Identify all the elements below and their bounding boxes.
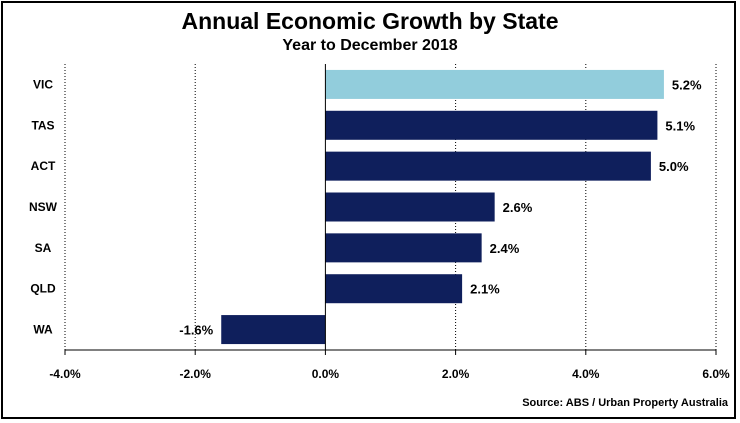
category-label: WA <box>33 323 53 337</box>
data-label: 2.1% <box>470 282 500 297</box>
data-label: 2.4% <box>490 241 520 256</box>
data-label: 5.2% <box>672 77 702 92</box>
category-label: VIC <box>33 77 53 91</box>
chart-title: Annual Economic Growth by State <box>181 8 559 34</box>
bar-sa <box>325 233 482 263</box>
category-label: SA <box>35 241 52 255</box>
x-tick-label: -2.0% <box>180 367 212 381</box>
bar-wa <box>221 315 326 345</box>
data-label: 5.1% <box>665 118 695 133</box>
bar-vic <box>325 69 664 99</box>
bar-tas <box>325 110 658 140</box>
x-tick-label: 4.0% <box>572 367 600 381</box>
x-tick-label: 2.0% <box>442 367 470 381</box>
category-label: TAS <box>31 118 54 132</box>
category-label: ACT <box>31 159 56 173</box>
bar-qld <box>325 274 463 304</box>
source-note: Source: ABS / Urban Property Australia <box>522 397 728 409</box>
x-tick-label: 6.0% <box>702 367 730 381</box>
bar-nsw <box>325 192 495 222</box>
chart-subtitle: Year to December 2018 <box>282 37 458 54</box>
data-label: 2.6% <box>503 200 533 215</box>
x-tick-label: -4.0% <box>49 367 81 381</box>
bar-act <box>325 151 651 181</box>
category-label: QLD <box>30 282 56 296</box>
x-tick-label: 0.0% <box>312 367 340 381</box>
data-label: -1.6% <box>179 323 213 338</box>
data-label: 5.0% <box>659 159 689 174</box>
category-label: NSW <box>29 200 58 214</box>
